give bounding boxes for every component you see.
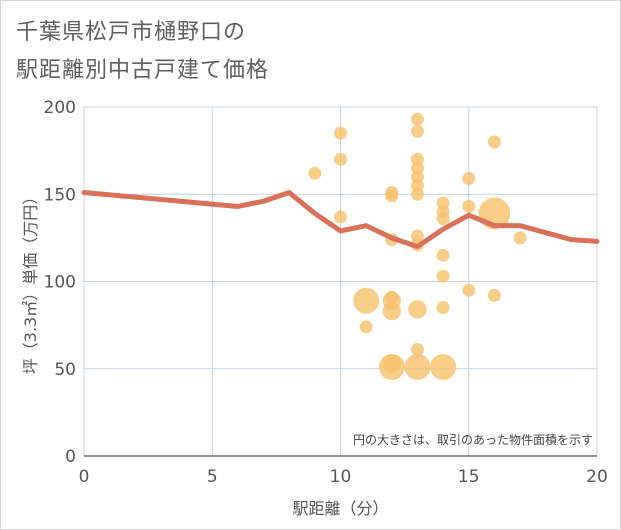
x-axis-label: 駅距離（分） bbox=[292, 499, 388, 518]
data-bubble bbox=[359, 320, 373, 334]
data-bubble bbox=[430, 354, 457, 381]
data-bubble bbox=[436, 269, 450, 283]
y-tick-label: 200 bbox=[44, 98, 76, 118]
data-bubble bbox=[462, 283, 476, 297]
chart-title-line2: 駅距離別中古戸建て価格 bbox=[16, 58, 270, 83]
bubble-size-note: 円の大きさは、取引のあった物件面積を示す bbox=[353, 432, 593, 447]
data-bubble bbox=[410, 343, 424, 357]
data-bubble bbox=[382, 301, 401, 321]
data-bubble bbox=[410, 187, 424, 201]
data-bubble bbox=[308, 166, 322, 180]
data-bubble bbox=[487, 135, 501, 149]
y-axis-label: 坪（3.3㎡）単価（万円） bbox=[21, 189, 40, 374]
chart-title-line1: 千葉県松戸市樋野口の bbox=[16, 20, 247, 45]
data-bubble bbox=[385, 189, 399, 203]
data-bubble bbox=[436, 248, 450, 262]
trend-line bbox=[81, 190, 600, 250]
data-bubble bbox=[513, 231, 527, 245]
data-bubble bbox=[334, 152, 347, 166]
data-bubble bbox=[404, 354, 431, 381]
data-bubble bbox=[408, 300, 427, 319]
y-tick-label: 0 bbox=[65, 447, 76, 467]
data-bubble bbox=[334, 210, 347, 224]
x-tick-label: 15 bbox=[458, 467, 480, 487]
x-tick-label: 0 bbox=[79, 467, 90, 487]
y-tick-label: 100 bbox=[44, 273, 76, 293]
x-tick-label: 5 bbox=[207, 467, 218, 487]
data-bubble bbox=[487, 288, 501, 302]
data-bubble bbox=[436, 301, 450, 315]
y-tick-label: 50 bbox=[54, 360, 76, 380]
data-bubble bbox=[378, 354, 405, 381]
data-bubble bbox=[334, 126, 347, 140]
data-bubble bbox=[410, 112, 424, 126]
data-bubble bbox=[462, 172, 476, 186]
y-tick-label: 150 bbox=[44, 185, 76, 205]
data-bubble bbox=[410, 124, 424, 138]
trend-line-group bbox=[81, 190, 600, 250]
x-tick-label: 20 bbox=[586, 467, 608, 487]
x-tick-label: 10 bbox=[330, 467, 352, 487]
data-bubble bbox=[462, 199, 476, 213]
data-bubble bbox=[436, 212, 450, 226]
data-bubble bbox=[353, 287, 380, 314]
